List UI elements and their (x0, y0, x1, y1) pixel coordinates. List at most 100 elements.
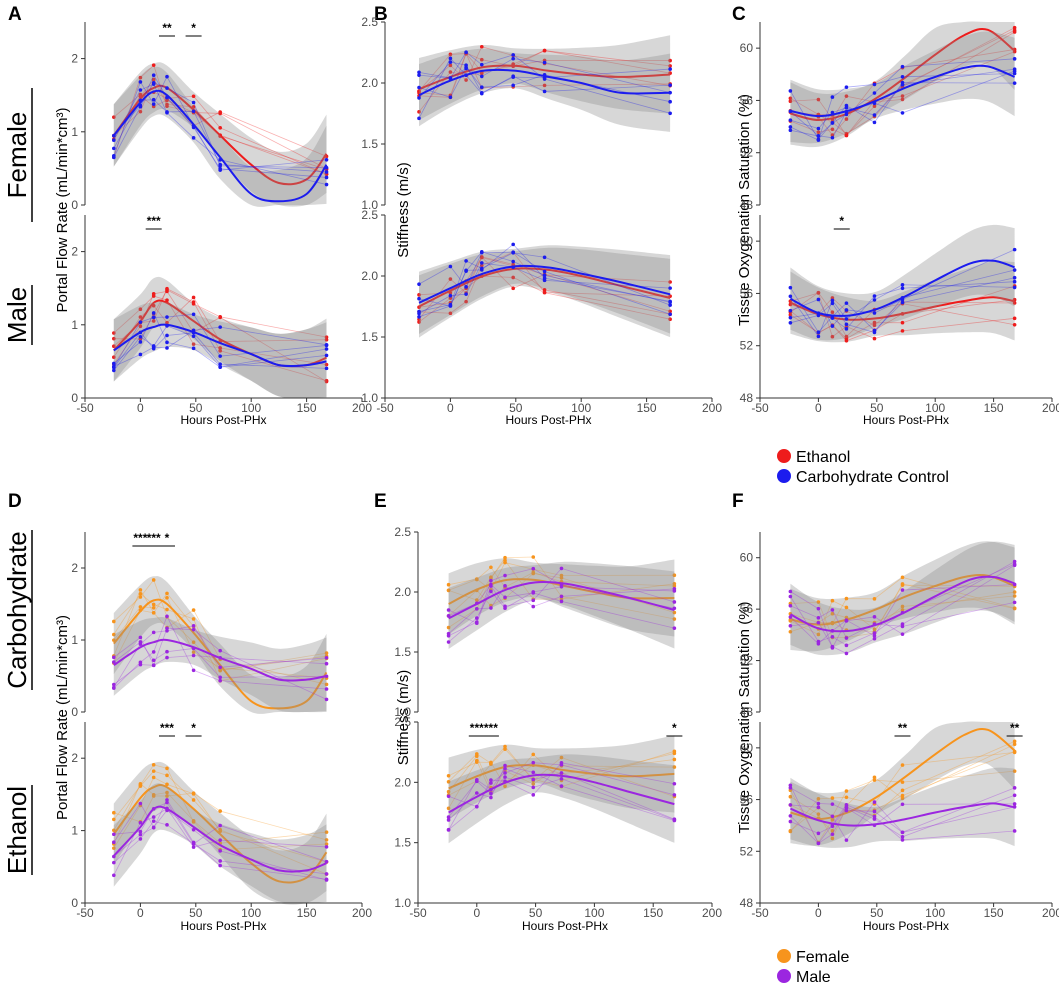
data-point (503, 573, 507, 578)
data-point (151, 319, 156, 323)
data-point (448, 95, 453, 100)
data-point (844, 619, 849, 623)
data-point (324, 182, 329, 187)
data-point (151, 658, 156, 663)
data-point (417, 293, 421, 297)
y-tick-label: 2.0 (361, 269, 378, 283)
data-point (830, 301, 835, 306)
data-point (844, 322, 849, 327)
data-point (448, 63, 453, 68)
data-point (511, 286, 515, 291)
fit-line-ethanol (112, 84, 328, 186)
data-point (542, 290, 547, 295)
data-point (844, 85, 849, 89)
data-point (448, 76, 453, 80)
data-point (112, 368, 116, 373)
data-point (464, 50, 468, 55)
y-axis-label-d: Portal Flow Rate (mL/min*cm³) (54, 615, 71, 820)
data-point (872, 82, 877, 87)
data-point (542, 89, 547, 94)
data-point (788, 624, 793, 628)
data-point (446, 828, 451, 832)
data-point (112, 655, 116, 660)
data-point (531, 591, 536, 595)
data-point (191, 828, 196, 832)
data-point (138, 340, 143, 344)
x-axis-label-a: Hours Post-PHx (180, 413, 266, 427)
data-point (151, 80, 156, 85)
data-point (151, 775, 156, 780)
data-point (872, 298, 877, 302)
svg-text:Ethanol: Ethanol (2, 786, 32, 874)
data-point (112, 344, 116, 348)
data-point (872, 778, 877, 782)
data-point (1012, 742, 1017, 747)
data-point (1012, 279, 1017, 284)
data-point (112, 336, 116, 341)
data-point (448, 52, 453, 57)
data-point (489, 575, 493, 579)
x-tick-label: 0 (137, 906, 144, 920)
data-point (191, 842, 196, 846)
data-point (218, 849, 222, 853)
data-point (218, 648, 222, 653)
subplot-d-ethanol: 012*** * (71, 721, 329, 910)
data-point (138, 660, 143, 665)
data-point (218, 346, 222, 350)
y-tick-label: 48 (740, 198, 754, 212)
y-tick-label: 2.5 (361, 15, 378, 29)
x-tick-label: 100 (241, 906, 261, 920)
x-tick-label: 100 (241, 401, 261, 415)
data-point (464, 269, 468, 273)
y-tick-label: 2 (71, 52, 78, 66)
x-tick-label: 50 (189, 906, 203, 920)
data-point (816, 606, 821, 611)
fit-line-female (448, 764, 675, 790)
data-point (475, 804, 479, 809)
y-tick-label: 1 (71, 633, 78, 647)
legend-label-male: Male (796, 969, 831, 986)
data-point (138, 80, 143, 84)
data-point (830, 120, 835, 125)
x-tick-label: 0 (815, 401, 822, 415)
data-point (165, 773, 169, 778)
data-point (844, 802, 849, 807)
data-point (844, 789, 849, 793)
data-point (417, 89, 421, 93)
data-point (489, 761, 493, 766)
x-tick-label: 100 (925, 401, 945, 415)
data-point (788, 315, 793, 320)
data-point (830, 310, 835, 315)
data-point (138, 352, 143, 357)
data-point (788, 96, 793, 101)
data-point (218, 859, 222, 863)
data-point (816, 134, 821, 138)
data-point (788, 89, 793, 93)
data-point (542, 288, 547, 292)
significance-label: *** (147, 531, 161, 545)
data-point (489, 582, 493, 587)
data-point (446, 608, 451, 612)
data-point (503, 766, 507, 771)
data-point (218, 354, 222, 358)
data-point (112, 355, 116, 359)
significance-label: *** (133, 531, 147, 545)
data-point (191, 136, 196, 140)
data-point (900, 604, 905, 609)
data-point (816, 137, 821, 142)
data-point (138, 642, 143, 646)
data-point (191, 94, 196, 99)
significance-label: ** (1010, 721, 1020, 735)
data-point (112, 155, 116, 160)
data-point (668, 286, 672, 290)
panel-f: Tissue Oxygenation Saturation (%)4852566… (736, 532, 1059, 933)
data-point (324, 378, 329, 383)
subplot-d-carbohydrate: 012*** *** * (71, 531, 329, 719)
data-point (503, 558, 507, 563)
fit-line-female (790, 727, 1016, 821)
data-point (872, 636, 877, 641)
data-point (112, 685, 116, 690)
data-point (417, 110, 421, 114)
data-point (900, 320, 905, 325)
data-point (479, 85, 484, 90)
